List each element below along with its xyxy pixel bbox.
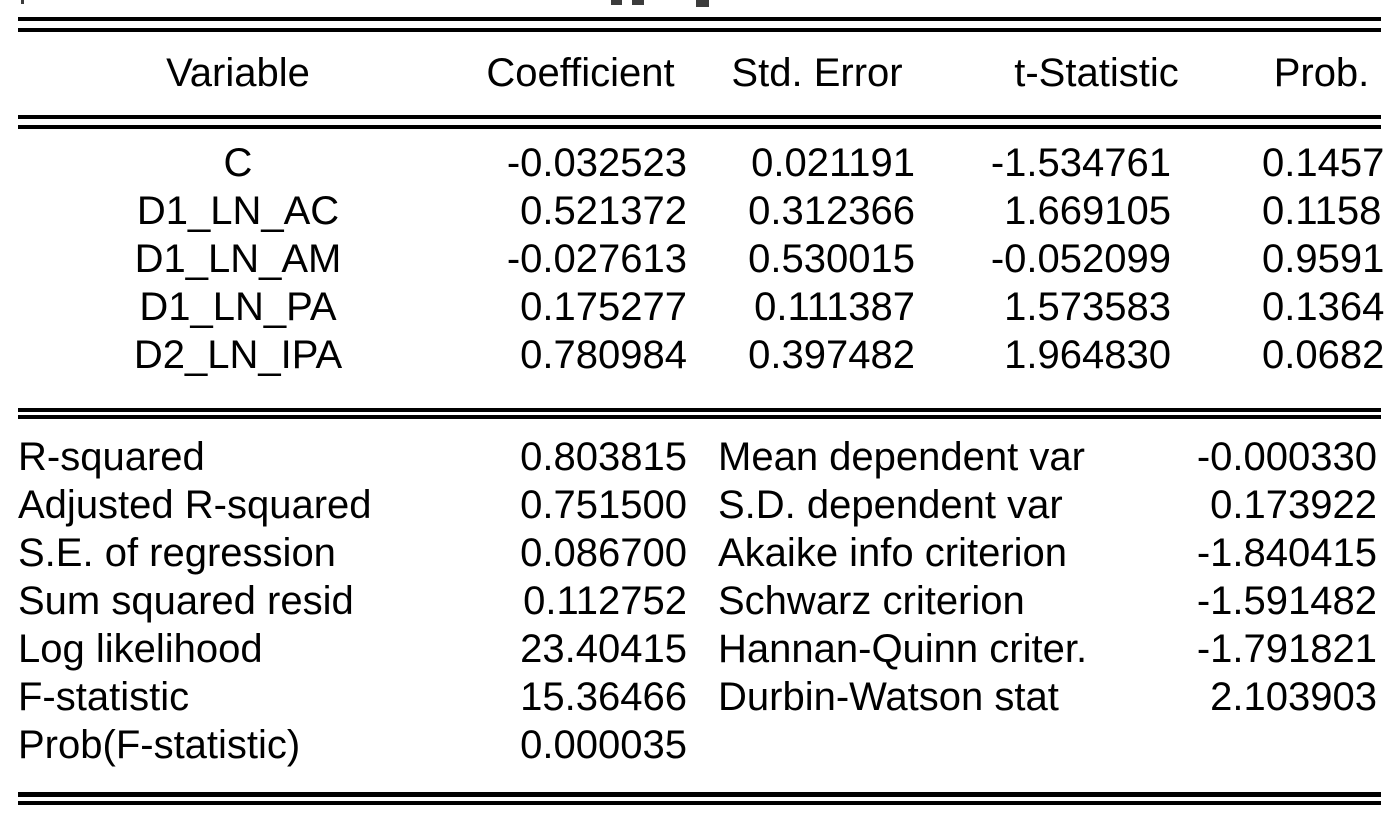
summary-value: 15.36466 [520, 675, 687, 719]
summary-label: Adjusted R-squared [18, 483, 372, 527]
std-error-cell: 0.312366 [748, 189, 915, 233]
column-header-std-error: Std. Error [731, 51, 903, 95]
summary-label: Log likelihood [18, 627, 263, 671]
summary-label: R-squared [18, 435, 205, 479]
header-separator-rule [18, 115, 1381, 129]
summary-label: Akaike info criterion [718, 531, 1068, 575]
prob-cell: 0.9591 [1262, 237, 1385, 281]
bottom-rule [18, 792, 1381, 805]
summary-value: 23.40415 [520, 627, 687, 671]
t-statistic-cell: 1.669105 [1004, 189, 1171, 233]
prob-cell: 0.0682 [1262, 333, 1385, 377]
summary-value: 2.103903 [1210, 675, 1377, 719]
summary-row: Log likelihood 23.40415 Hannan-Quinn cri… [18, 625, 1381, 673]
column-header-prob: Prob. [1273, 51, 1370, 95]
table-row: C -0.032523 0.021191 -1.534761 0.1457 [18, 139, 1385, 187]
summary-value: -0.000330 [1196, 435, 1377, 479]
summary-row: R-squared 0.803815 Mean dependent var -0… [18, 433, 1381, 481]
t-statistic-cell: -1.534761 [990, 141, 1171, 185]
summary-statistics-section: R-squared 0.803815 Mean dependent var -0… [18, 419, 1381, 792]
variable-cell: D1_LN_AC [136, 189, 340, 233]
summary-value: -1.591482 [1196, 579, 1377, 623]
std-error-cell: 0.397482 [748, 333, 915, 377]
table-row: D1_LN_AC 0.521372 0.312366 1.669105 0.11… [18, 187, 1382, 235]
summary-separator-rule [18, 408, 1381, 419]
summary-label: S.E. of regression [18, 531, 336, 575]
summary-label: Mean dependent var [718, 435, 1085, 479]
summary-label: Hannan-Quinn criter. [718, 627, 1088, 671]
table-row: D1_LN_AM -0.027613 0.530015 -0.052099 0.… [18, 235, 1385, 283]
coefficient-cell: -0.027613 [506, 237, 687, 281]
column-header-variable: Variable [166, 51, 310, 95]
summary-label: S.D. dependent var [718, 483, 1063, 527]
std-error-cell: 0.111387 [754, 285, 915, 329]
coefficients-section: C -0.032523 0.021191 -1.534761 0.1457 D1… [18, 129, 1385, 408]
cropped-text-artifact [611, 0, 622, 5]
coefficient-cell: -0.032523 [506, 141, 687, 185]
summary-value: 0.751500 [520, 483, 687, 527]
column-header-t-statistic: t-Statistic [1014, 51, 1179, 95]
cropped-text-artifact [632, 0, 644, 5]
summary-value: 0.112752 [523, 579, 687, 623]
summary-label: Prob(F-statistic) [18, 723, 301, 767]
std-error-cell: 0.530015 [748, 237, 915, 281]
summary-row: S.E. of regression 0.086700 Akaike info … [18, 529, 1381, 577]
coefficient-cell: 0.175277 [520, 285, 687, 329]
prob-cell: 0.1364 [1262, 285, 1385, 329]
column-header-coefficient: Coefficient [486, 51, 675, 95]
prob-cell: 0.1457 [1262, 141, 1385, 185]
t-statistic-cell: -0.052099 [990, 237, 1171, 281]
top-rule [18, 17, 1381, 32]
summary-label: Schwarz criterion [718, 579, 1025, 623]
variable-cell: C [223, 141, 253, 185]
table-row: D1_LN_PA 0.175277 0.111387 1.573583 0.13… [18, 283, 1385, 331]
summary-value: 0.000035 [520, 723, 687, 767]
summary-value: 0.803815 [520, 435, 687, 479]
summary-label: F-statistic [18, 675, 190, 719]
summary-value: -1.791821 [1196, 627, 1377, 671]
cropped-text-artifact [696, 0, 709, 7]
summary-row: F-statistic 15.36466 Durbin-Watson stat … [18, 673, 1381, 721]
variable-cell: D1_LN_AM [134, 237, 342, 281]
table-row: D2_LN_IPA 0.780984 0.397482 1.964830 0.0… [18, 331, 1385, 379]
std-error-cell: 0.021191 [751, 141, 915, 185]
table-header-row: Variable Coefficient Std. Error t-Statis… [18, 32, 1381, 115]
summary-label: Sum squared resid [18, 579, 354, 623]
summary-value: 0.086700 [520, 531, 687, 575]
coefficient-cell: 0.521372 [520, 189, 687, 233]
coefficient-cell: 0.780984 [520, 333, 687, 377]
variable-cell: D1_LN_PA [139, 285, 337, 329]
t-statistic-cell: 1.964830 [1004, 333, 1171, 377]
summary-row: Prob(F-statistic) 0.000035 [18, 721, 1381, 769]
summary-label: Durbin-Watson stat [718, 675, 1059, 719]
variable-cell: D2_LN_IPA [133, 333, 343, 377]
summary-value: -1.840415 [1196, 531, 1377, 575]
t-statistic-cell: 1.573583 [1004, 285, 1171, 329]
summary-value: 0.173922 [1210, 483, 1377, 527]
summary-row: Adjusted R-squared 0.751500 S.D. depende… [18, 481, 1381, 529]
cropped-text-artifact [21, 0, 24, 4]
prob-cell: 0.1158 [1262, 189, 1382, 233]
summary-row: Sum squared resid 0.112752 Schwarz crite… [18, 577, 1381, 625]
